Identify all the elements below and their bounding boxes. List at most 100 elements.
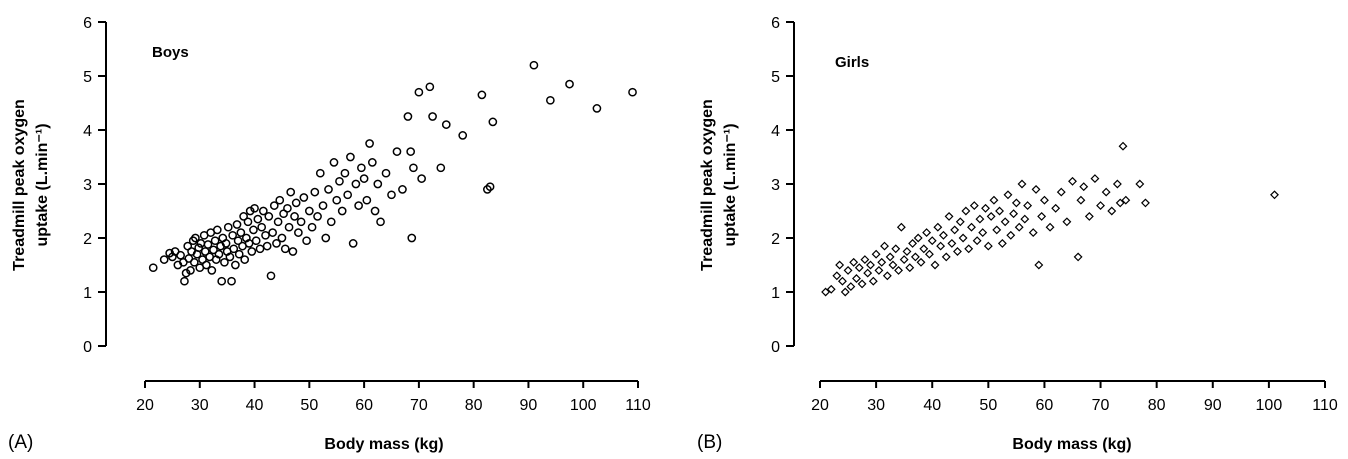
data-point-boys [392, 147, 402, 156]
y-tick-label: 6 [771, 15, 780, 32]
data-point-girls [1084, 211, 1094, 221]
x-axis-title-boys: Body mass (kg) [324, 436, 443, 453]
y-tick-label: 4 [83, 123, 92, 140]
data-point-boys [373, 179, 383, 189]
data-point-boys [315, 168, 325, 178]
x-tick-label: 30 [867, 397, 885, 414]
x-tick-label: 40 [923, 397, 941, 414]
x-tick-label: 20 [811, 397, 829, 414]
data-point-boys [273, 217, 283, 227]
data-point-girls [891, 244, 901, 254]
data-point-girls [1121, 195, 1131, 205]
plot-area-girls: 0 1 2 3 4 5 6 20 30 40 50 60 70 80 90 100 110 [771, 15, 1338, 414]
y-tick-label: 3 [83, 177, 92, 194]
data-point-girls [927, 236, 937, 246]
data-point-boys [223, 222, 233, 232]
data-point-girls [916, 257, 926, 267]
data-point-boys [202, 260, 211, 270]
data-point-boys [258, 206, 268, 216]
data-point-girls [1068, 176, 1077, 186]
panel-girls: 0 1 2 3 4 5 6 20 30 40 50 60 70 80 90 100 110 Girls Trea… [697, 15, 1338, 453]
y-axis-title-line1: Treadmill peak oxygen [699, 99, 716, 271]
data-point-boys [262, 241, 272, 251]
data-point-girls [863, 268, 873, 278]
data-point-boys [337, 206, 347, 216]
data-point-boys [307, 222, 317, 232]
data-point-boys [398, 185, 407, 194]
data-point-girls [936, 241, 946, 251]
data-point-girls [905, 263, 915, 273]
data-point-boys [257, 222, 267, 232]
panel-title-girls: Girls [835, 54, 869, 71]
data-point-boys [296, 217, 306, 227]
data-point-boys [362, 195, 372, 205]
x-tick-label: 60 [1036, 397, 1054, 414]
data-point-boys [234, 249, 244, 259]
y-tick-label: 5 [771, 69, 780, 86]
data-point-girls [964, 244, 974, 254]
data-point-boys [477, 90, 487, 100]
data-point-boys [436, 163, 446, 173]
data-point-girls [1034, 260, 1044, 270]
x-tick-label: 60 [355, 397, 373, 414]
panel-letter-a: (A) [8, 432, 33, 453]
data-point-boys [212, 225, 222, 235]
panel-letter-b: (B) [697, 432, 722, 453]
data-point-boys [236, 228, 246, 237]
data-point-boys [191, 233, 200, 243]
x-tick-label: 40 [246, 397, 264, 414]
data-point-boys [294, 228, 303, 237]
data-point-boys [370, 206, 380, 216]
data-point-boys [228, 230, 237, 240]
data-point-boys [244, 239, 254, 248]
data-point-boys [189, 257, 199, 267]
data-point-girls [1107, 206, 1117, 216]
data-point-boys [284, 222, 294, 232]
panel-title-boys: Boys [152, 44, 189, 61]
data-point-girls [1023, 201, 1033, 211]
data-point-girls [975, 214, 985, 224]
data-point-boys [414, 87, 424, 97]
data-point-boys [376, 217, 385, 227]
data-point-boys [335, 176, 344, 186]
data-point-boys [239, 212, 248, 221]
data-point-boys [304, 206, 314, 216]
data-point-girls [933, 222, 943, 232]
data-point-boys [247, 247, 257, 256]
data-point-girls [1006, 230, 1016, 240]
y-tick-label: 0 [83, 339, 92, 356]
data-point-boys [243, 217, 253, 227]
data-point-girls [1020, 214, 1030, 224]
data-point-boys [565, 79, 574, 89]
data-point-boys [251, 236, 261, 246]
data-point-girls [843, 265, 853, 275]
data-point-boys [217, 276, 227, 286]
data-point-girls [1009, 209, 1019, 219]
data-point-boys [310, 187, 320, 197]
data-point-boys [592, 104, 602, 113]
data-point-girls [958, 233, 968, 243]
data-point-girls [1115, 198, 1125, 208]
x-tick-label: 20 [136, 397, 154, 414]
data-point-girls [953, 247, 962, 256]
data-point-boys [485, 182, 495, 192]
data-point-boys [209, 245, 218, 255]
data-point-boys [367, 158, 377, 167]
data-point-boys [346, 152, 355, 162]
data-point-boys [225, 252, 235, 262]
x-tick-label: 90 [1204, 397, 1222, 414]
data-point-girls [1101, 187, 1111, 197]
data-point-boys [354, 201, 363, 210]
data-point-girls [969, 201, 979, 211]
data-point-girls [888, 260, 898, 270]
data-point-boys [324, 185, 333, 194]
x-tick-label: 50 [300, 397, 318, 414]
data-point-boys [329, 158, 339, 167]
data-point-girls [981, 203, 990, 213]
data-point-girls [1017, 179, 1027, 189]
data-point-boys [266, 271, 276, 281]
data-point-girls [961, 206, 971, 216]
data-point-girls [922, 228, 932, 238]
data-point-boys [220, 257, 229, 267]
